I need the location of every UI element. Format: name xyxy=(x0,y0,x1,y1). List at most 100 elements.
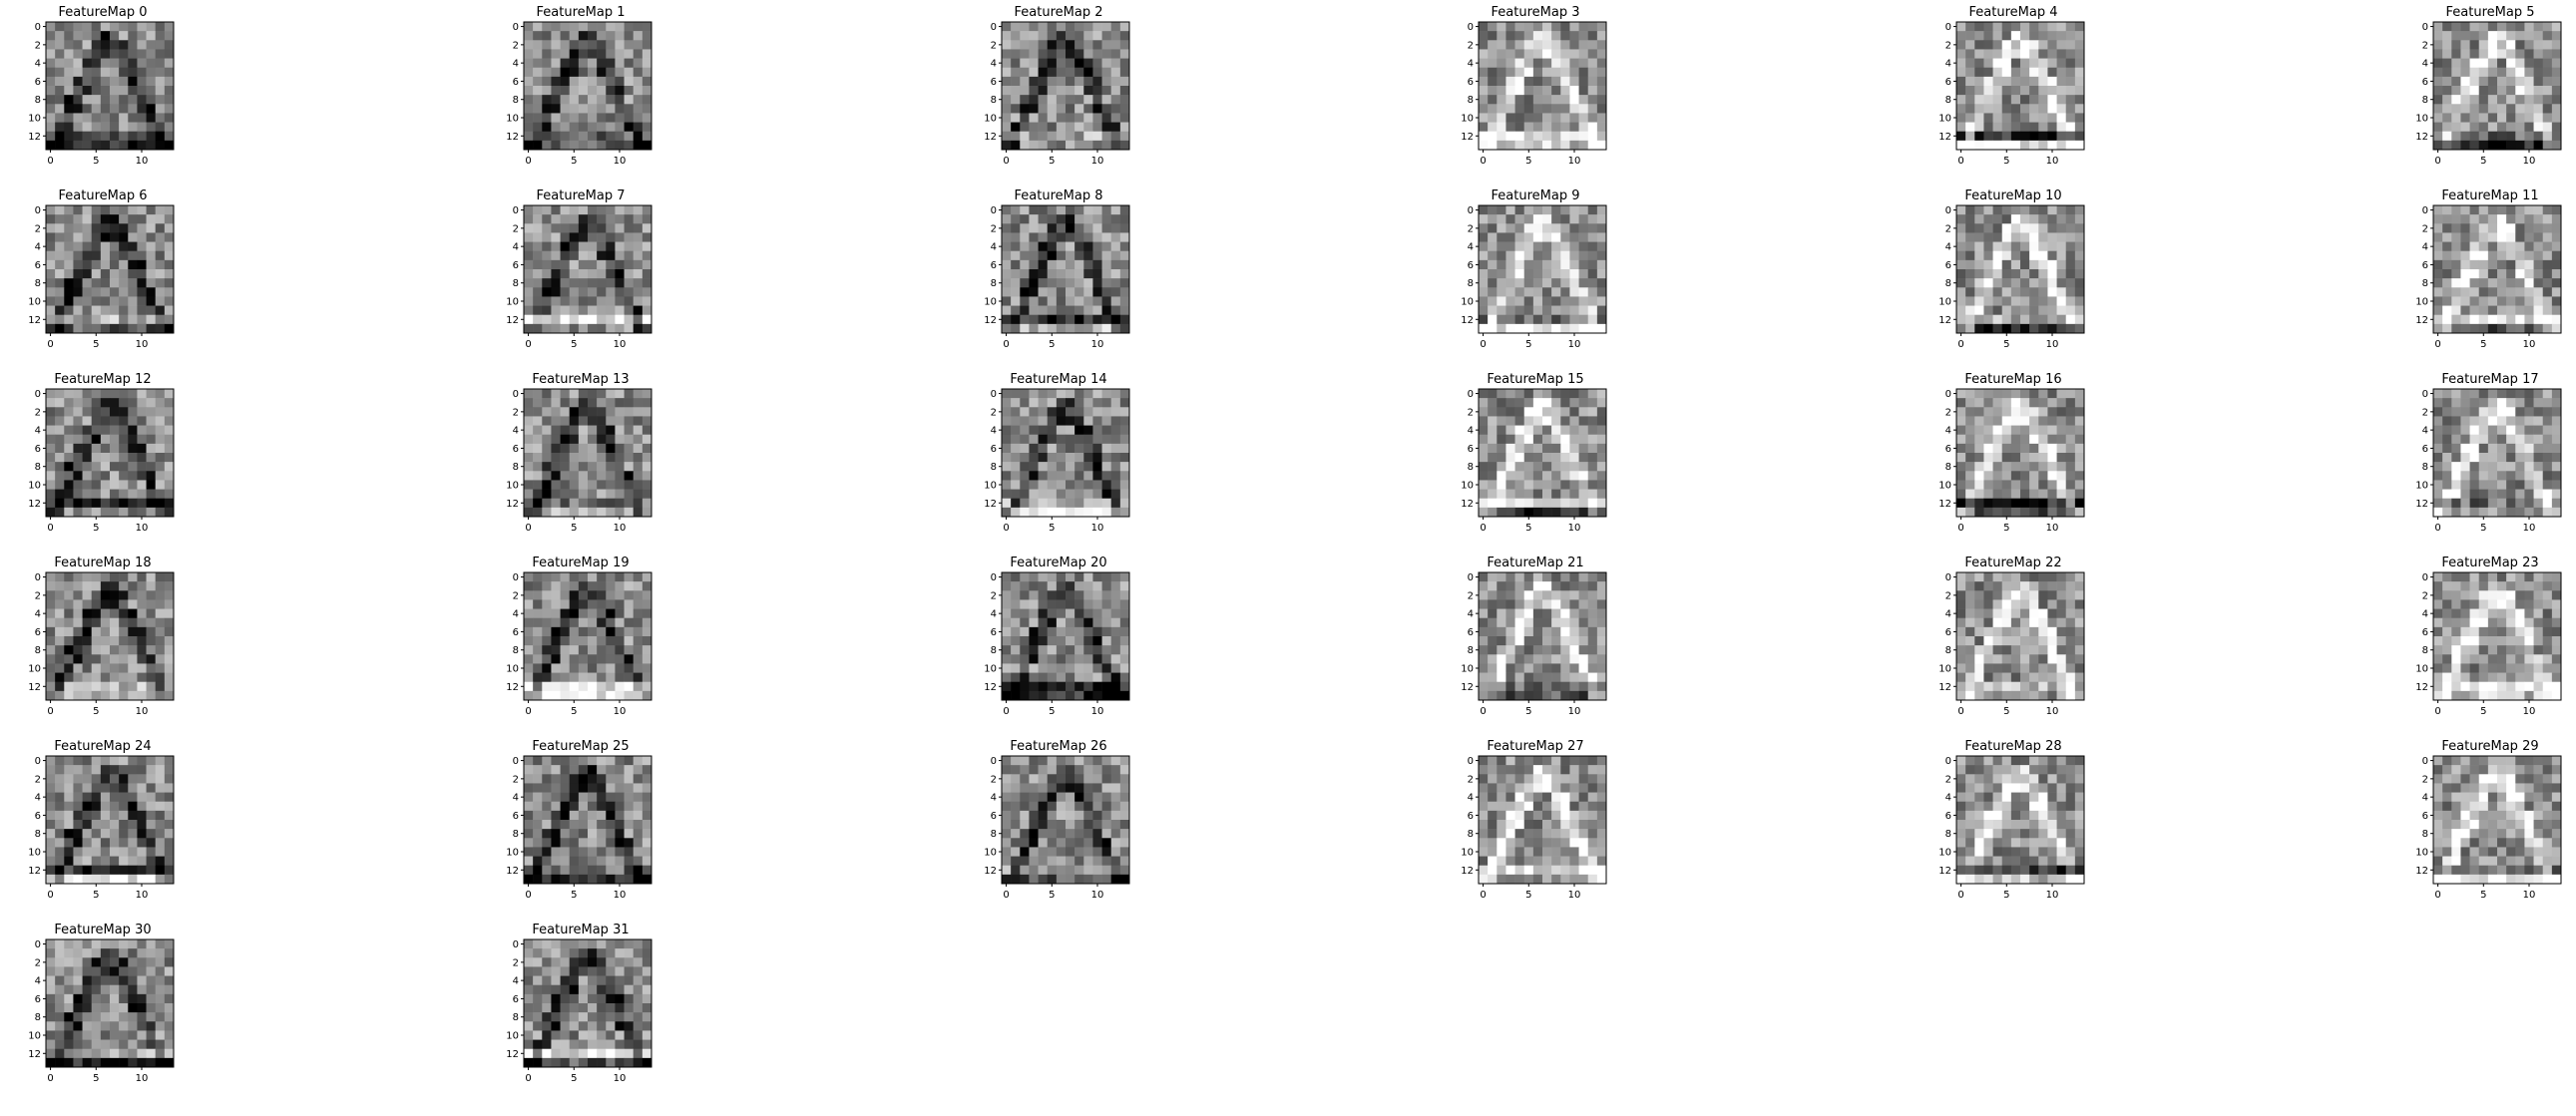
axes-frame xyxy=(1955,21,2085,151)
heatmap-cell xyxy=(2442,287,2452,297)
heatmap-cell xyxy=(578,296,589,306)
heatmap-cell xyxy=(1551,590,1561,600)
heatmap-cell xyxy=(597,287,607,297)
y-tick-label: 2 xyxy=(2422,40,2428,51)
heatmap-cell xyxy=(1542,131,1552,142)
heatmap-cell xyxy=(2524,223,2534,233)
heatmap-cell xyxy=(1587,122,1598,133)
heatmap-cell xyxy=(1569,76,1579,87)
heatmap-cell xyxy=(2497,453,2507,463)
heatmap-cell xyxy=(1056,232,1067,242)
heatmap-cell xyxy=(82,581,93,591)
heatmap-cell xyxy=(1092,104,1102,114)
heatmap-cell xyxy=(1092,323,1102,334)
feature-map-panel: 0 2 4 6 8 10 12 0 5 10 FeatureMap 4 xyxy=(1936,0,2090,171)
heatmap-cells xyxy=(1002,205,1130,334)
heatmap-cell xyxy=(642,205,652,215)
heatmap-cell xyxy=(46,323,56,334)
heatmap-cell xyxy=(560,76,571,87)
heatmap-cell xyxy=(2551,389,2562,399)
heatmap-cell xyxy=(2029,58,2039,69)
y-tick-label: 4 xyxy=(1468,426,1474,437)
heatmap-cell xyxy=(615,681,625,692)
heatmap-cell xyxy=(1066,113,1075,123)
heatmap-cell xyxy=(100,608,111,619)
heatmap-cell xyxy=(2451,113,2461,123)
heatmap-cell xyxy=(615,278,625,288)
heatmap-cell xyxy=(2010,296,2021,306)
x-tick-label: 0 xyxy=(525,706,531,717)
heatmap-cell xyxy=(2047,86,2057,96)
heatmap-cell xyxy=(1992,58,2003,69)
heatmap-cell xyxy=(1596,654,1607,664)
heatmap-cell xyxy=(55,581,65,591)
heatmap-cell xyxy=(2065,398,2076,408)
heatmap-cell xyxy=(1002,269,1012,279)
heatmap-cell xyxy=(1578,581,1589,591)
heatmap-cell xyxy=(578,416,589,426)
heatmap-cell xyxy=(1092,113,1102,123)
heatmap-cell xyxy=(1542,581,1552,591)
heatmap-cell xyxy=(137,113,147,123)
heatmap-cell xyxy=(1002,223,1012,233)
heatmap-cell xyxy=(624,398,635,408)
heatmap-cell xyxy=(1578,76,1589,87)
heatmap-cell xyxy=(1029,95,1039,105)
heatmap-cell xyxy=(551,278,561,288)
heatmap-cell xyxy=(524,214,534,224)
heatmap-cell xyxy=(1514,140,1525,151)
heatmap-cell xyxy=(1965,31,1975,41)
heatmap-cell xyxy=(2056,140,2067,151)
heatmap-cell xyxy=(2515,214,2525,224)
heatmap-cell xyxy=(1514,31,1525,41)
heatmap-cell xyxy=(551,507,561,518)
heatmap-cell xyxy=(2542,250,2553,261)
y-tick-label: 12 xyxy=(984,682,997,693)
heatmap-cell xyxy=(1514,49,1525,59)
heatmap-cell xyxy=(1488,572,1498,582)
heatmap-cell xyxy=(1479,425,1489,436)
heatmap-cell xyxy=(1578,31,1589,41)
heatmap-cell xyxy=(1092,40,1102,50)
heatmap-cell xyxy=(1020,113,1030,123)
heatmap-cell xyxy=(633,663,644,673)
heatmap-cell xyxy=(1479,241,1489,252)
heatmap-cell xyxy=(2056,223,2067,233)
heatmap-cell xyxy=(2020,104,2030,114)
heatmap-cell xyxy=(55,498,65,509)
heatmap-cell xyxy=(1038,407,1049,417)
heatmap-cell xyxy=(2442,31,2452,41)
heatmap-cell xyxy=(1578,434,1589,445)
heatmap-cell xyxy=(2487,232,2498,242)
heatmap-cell xyxy=(110,462,120,472)
heatmap-cell xyxy=(1497,507,1506,518)
heatmap-cell xyxy=(2542,398,2553,408)
heatmap-cell xyxy=(615,434,625,445)
heatmap-cell xyxy=(2010,407,2021,417)
heatmap-cell xyxy=(1101,608,1112,619)
heatmap-cell xyxy=(2001,581,2012,591)
heatmap-cell xyxy=(1119,122,1130,133)
heatmap-cell xyxy=(2010,223,2021,233)
heatmap-cell xyxy=(1596,140,1607,151)
heatmap-cell xyxy=(606,49,616,59)
heatmap-cell xyxy=(1047,654,1058,664)
heatmap-cell xyxy=(2542,214,2553,224)
heatmap-cell xyxy=(1497,443,1506,454)
heatmap-cell xyxy=(2442,259,2452,270)
heatmap-cell xyxy=(2478,40,2489,50)
heatmap-cell xyxy=(1101,241,1112,252)
heatmap-cell xyxy=(1002,608,1012,619)
heatmap-cell xyxy=(128,389,138,399)
heatmap-cell xyxy=(1587,416,1598,426)
heatmap-cell xyxy=(55,31,65,41)
heatmap-cell xyxy=(1523,572,1534,582)
heatmap-cell xyxy=(2451,407,2461,417)
heatmap-cell xyxy=(2478,462,2489,472)
heatmap-cell xyxy=(1488,131,1498,142)
heatmap-cell xyxy=(2020,67,2030,78)
heatmap-cell xyxy=(2497,269,2507,279)
heatmap-cell xyxy=(1083,22,1093,32)
heatmap-cell xyxy=(155,480,166,490)
